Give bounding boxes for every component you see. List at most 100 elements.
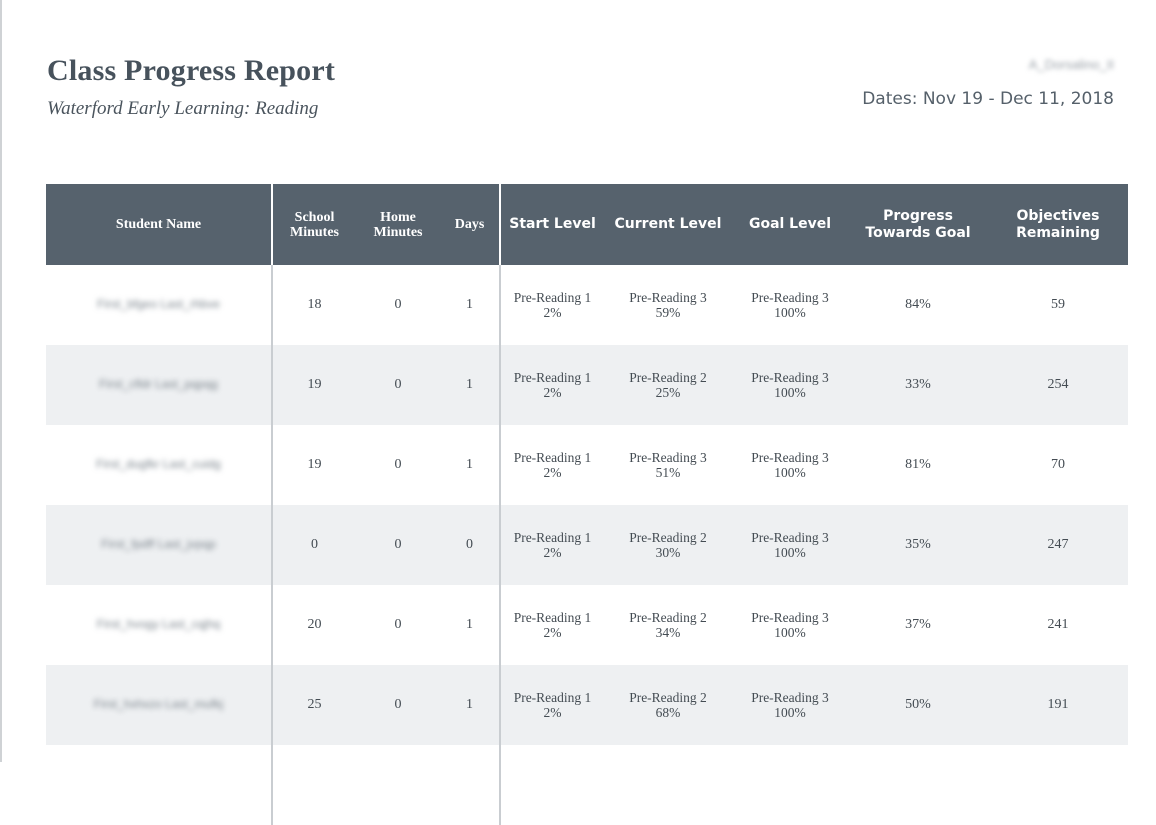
cell-progress-value: 33% bbox=[905, 377, 931, 392]
cell-days-value: 1 bbox=[466, 697, 473, 712]
cell-student-name: First_fpdff Last_jvpqp bbox=[46, 505, 272, 585]
cell-objectives: 254 bbox=[988, 345, 1128, 425]
cell-progress-value: 37% bbox=[905, 617, 931, 632]
cell-goal-level: Pre-Reading 3 100% bbox=[732, 345, 848, 425]
continuation-cell bbox=[46, 745, 272, 825]
col-objectives: Objectives Remaining bbox=[988, 184, 1128, 265]
cell-goal-level: Pre-Reading 3 100% bbox=[732, 585, 848, 665]
cell-days: 0 bbox=[440, 505, 500, 585]
cell-school-minutes-value: 19 bbox=[307, 457, 322, 472]
author-name: A_Dorsalino_II bbox=[1028, 57, 1114, 72]
cell-start-level: Pre-Reading 1 2% bbox=[499, 665, 604, 745]
cell-progress-value: 50% bbox=[905, 697, 931, 712]
col-goal-level: Goal Level bbox=[732, 184, 848, 265]
page-title: Class Progress Report bbox=[47, 54, 336, 87]
continuation-cell bbox=[356, 745, 440, 825]
cell-current-level-label: Pre-Reading 3 bbox=[629, 450, 707, 465]
cell-progress: 50% bbox=[848, 665, 988, 745]
cell-start-level-percent: 2% bbox=[543, 625, 562, 640]
cell-home-minutes-value: 0 bbox=[394, 617, 402, 632]
cell-current-level-label: Pre-Reading 2 bbox=[629, 370, 707, 385]
cell-goal-level-label: Pre-Reading 3 bbox=[751, 450, 829, 465]
cell-goal-level: Pre-Reading 3 100% bbox=[732, 265, 848, 345]
cell-objectives: 191 bbox=[988, 665, 1128, 745]
cell-goal-level-percent: 100% bbox=[774, 305, 806, 320]
col-current-level: Current Level bbox=[604, 184, 732, 265]
cell-progress-value: 84% bbox=[905, 297, 931, 312]
cell-home-minutes: 0 bbox=[356, 585, 440, 665]
cell-objectives-value: 59 bbox=[1051, 297, 1065, 312]
cell-home-minutes: 0 bbox=[356, 345, 440, 425]
table-row: First_hxhxzo Last_mufkj 25 0 1 Pre-Reading 1… bbox=[46, 665, 1128, 745]
cell-days-value: 1 bbox=[466, 297, 473, 312]
cell-student-name-value: First_cfldr Last_pqpqg bbox=[99, 377, 218, 391]
cell-home-minutes: 0 bbox=[356, 425, 440, 505]
cell-student-name: First_cfldr Last_pqpqg bbox=[46, 345, 272, 425]
report-page: Class Progress Report Waterford Early Le… bbox=[0, 0, 1128, 825]
cell-current-level-percent: 30% bbox=[655, 545, 681, 560]
cell-objectives-value: 70 bbox=[1051, 457, 1065, 472]
cell-progress: 84% bbox=[848, 265, 988, 345]
cell-student-name-value: First_bfgeo Last_rhbve bbox=[97, 297, 220, 311]
cell-current-level-label: Pre-Reading 2 bbox=[629, 690, 707, 705]
cell-student-name-value: First_hvogy Last_cqjhq bbox=[96, 617, 221, 631]
cell-current-level: Pre-Reading 2 25% bbox=[604, 345, 732, 425]
cell-days-value: 1 bbox=[466, 377, 473, 392]
col-school-minutes: School Minutes bbox=[271, 184, 356, 265]
continuation-cell bbox=[848, 745, 988, 825]
cell-start-level-label: Pre-Reading 1 bbox=[513, 610, 592, 625]
cell-start-level-label: Pre-Reading 1 bbox=[513, 690, 592, 705]
cell-objectives: 241 bbox=[988, 585, 1128, 665]
cell-student-name-value: First_dugfkr Last_cuidg bbox=[96, 457, 221, 471]
cell-school-minutes: 19 bbox=[271, 345, 356, 425]
cell-current-level-percent: 68% bbox=[655, 705, 681, 720]
cell-goal-level-label: Pre-Reading 3 bbox=[751, 530, 829, 545]
cell-objectives-value: 191 bbox=[1047, 697, 1069, 712]
cell-student-name-value: First_fpdff Last_jvpqp bbox=[101, 537, 216, 551]
cell-days: 1 bbox=[440, 665, 500, 745]
cell-start-level-percent: 2% bbox=[543, 545, 562, 560]
cell-school-minutes-value: 0 bbox=[311, 537, 318, 552]
cell-home-minutes-value: 0 bbox=[394, 297, 402, 312]
cell-goal-level-percent: 100% bbox=[774, 465, 806, 480]
cell-start-level: Pre-Reading 1 2% bbox=[499, 585, 604, 665]
continuation-cell bbox=[271, 745, 356, 825]
cell-goal-level-label: Pre-Reading 3 bbox=[751, 690, 829, 705]
col-student-name: Student Name bbox=[46, 184, 272, 265]
cell-progress: 81% bbox=[848, 425, 988, 505]
cell-objectives-value: 247 bbox=[1047, 537, 1069, 552]
cell-progress-value: 35% bbox=[905, 537, 931, 552]
cell-start-level-label: Pre-Reading 1 bbox=[513, 530, 592, 545]
continuation-cell bbox=[604, 745, 732, 825]
cell-days: 1 bbox=[440, 265, 500, 345]
table-continuation bbox=[46, 745, 1128, 825]
col-progress: Progress Towards Goal bbox=[848, 184, 988, 265]
continuation-cell bbox=[732, 745, 848, 825]
cell-goal-level-label: Pre-Reading 3 bbox=[751, 370, 829, 385]
cell-school-minutes-value: 18 bbox=[307, 297, 322, 312]
cell-goal-level-percent: 100% bbox=[774, 385, 806, 400]
cell-goal-level-percent: 100% bbox=[774, 705, 806, 720]
cell-days-value: 1 bbox=[466, 457, 473, 472]
cell-start-level-percent: 2% bbox=[543, 465, 562, 480]
continuation-cell bbox=[499, 745, 604, 825]
cell-home-minutes: 0 bbox=[356, 505, 440, 585]
cell-start-level: Pre-Reading 1 2% bbox=[499, 505, 604, 585]
cell-start-level: Pre-Reading 1 2% bbox=[499, 265, 604, 345]
cell-school-minutes: 0 bbox=[271, 505, 356, 585]
cell-goal-level: Pre-Reading 3 100% bbox=[732, 425, 848, 505]
cell-school-minutes-value: 19 bbox=[307, 377, 322, 392]
cell-start-level: Pre-Reading 1 2% bbox=[499, 345, 604, 425]
col-home-minutes: Home Minutes bbox=[356, 184, 440, 265]
cell-goal-level-label: Pre-Reading 3 bbox=[751, 290, 829, 305]
cell-days-value: 0 bbox=[466, 537, 473, 552]
cell-start-level-percent: 2% bbox=[543, 385, 562, 400]
cell-home-minutes-value: 0 bbox=[394, 697, 402, 712]
cell-current-level: Pre-Reading 3 59% bbox=[604, 265, 732, 345]
cell-days: 1 bbox=[440, 425, 500, 505]
cell-objectives: 247 bbox=[988, 505, 1128, 585]
cell-objectives: 59 bbox=[988, 265, 1128, 345]
cell-current-level: Pre-Reading 2 34% bbox=[604, 585, 732, 665]
